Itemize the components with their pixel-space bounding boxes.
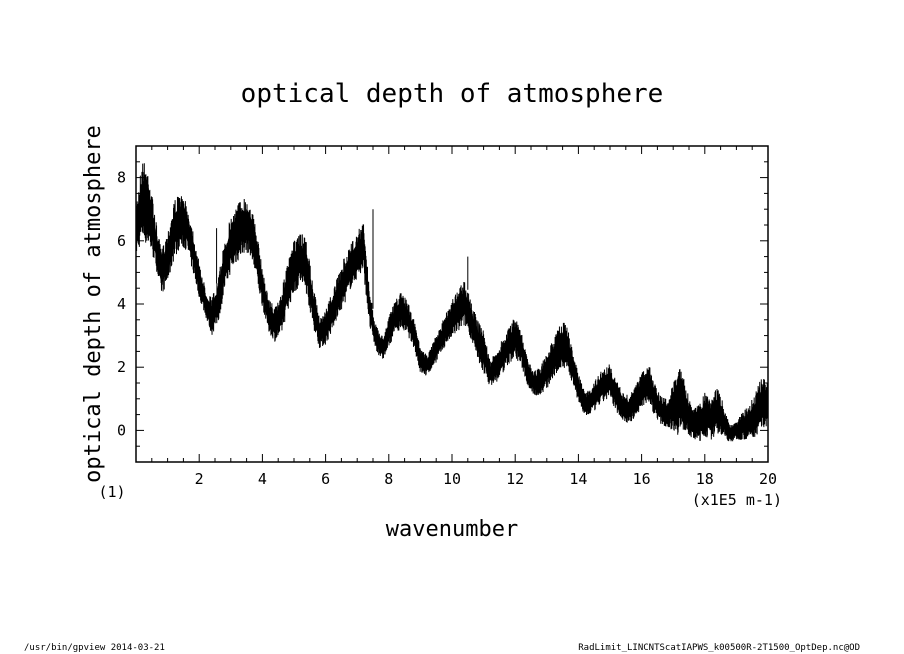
chart-title: optical depth of atmosphere <box>241 79 664 109</box>
x-tick-label: 4 <box>258 470 267 488</box>
x-tick-label: 14 <box>569 470 587 488</box>
plot-area <box>135 163 769 442</box>
y-tick-label: 6 <box>117 232 126 250</box>
y-tick-label: 8 <box>117 169 126 187</box>
y-tick-label: 0 <box>117 421 126 439</box>
series-band <box>136 179 768 439</box>
y-tick-label: 4 <box>117 295 126 313</box>
x-tick-label: 2 <box>195 470 204 488</box>
x-axis: 2 4 6 8 10 12 14 16 18 20 <box>135 146 777 488</box>
x-axis-title: wavenumber <box>386 517 518 542</box>
x-tick-label: 8 <box>384 470 393 488</box>
x-tick-label: 18 <box>696 470 714 488</box>
x-unit-label: (x1E5 m-1) <box>692 491 782 509</box>
y-axis: 0 2 4 6 8 <box>117 145 768 463</box>
y-unit-label: (1) <box>98 483 125 501</box>
x-tick-label: 10 <box>443 470 461 488</box>
footer-right: RadLimit_LINCNTScatIAPWS_k00500R-2T1500_… <box>578 643 860 653</box>
x-tick-label: 12 <box>506 470 524 488</box>
x-tick-label: 16 <box>633 470 651 488</box>
x-tick-label: 20 <box>759 470 777 488</box>
y-axis-title: optical depth of atmosphere <box>81 125 106 483</box>
x-tick-label: 6 <box>321 470 330 488</box>
y-tick-label: 2 <box>117 358 126 376</box>
footer-left: /usr/bin/gpview 2014-03-21 <box>24 643 165 653</box>
